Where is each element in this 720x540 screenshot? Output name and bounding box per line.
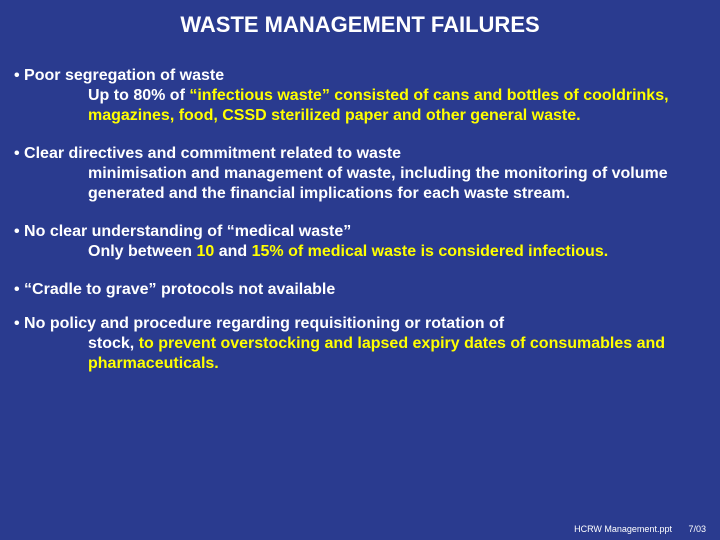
bullet-4-lead: • “Cradle to grave” protocols not availa… [14, 280, 706, 300]
bullet-3-sub-c: and [214, 243, 251, 260]
bullet-5-sub-b: to prevent overstocking and lapsed expir… [88, 335, 665, 372]
bullet-2: • Clear directives and commitment relate… [14, 144, 706, 204]
bullet-5-sub: stock, to prevent overstocking and lapse… [14, 334, 706, 374]
footer: HCRW Management.ppt 7/03 [574, 524, 706, 534]
bullet-4: • “Cradle to grave” protocols not availa… [14, 280, 706, 300]
bullet-3-sub-b: 10 [196, 243, 214, 260]
bullet-2-lead: • Clear directives and commitment relate… [14, 144, 706, 164]
bullet-1-sub: Up to 80% of “infectious waste” consiste… [14, 86, 706, 126]
bullet-1: • Poor segregation of waste Up to 80% of… [14, 66, 706, 126]
bullet-2-sub: minimisation and management of waste, in… [14, 164, 706, 204]
footer-date: 7/03 [688, 524, 706, 534]
bullet-5-sub-a: stock, [88, 335, 139, 352]
bullet-3: • No clear understanding of “medical was… [14, 222, 706, 262]
bullet-3-sub-d: 15% of medical waste is considered infec… [252, 243, 609, 260]
bullet-3-sub-a: Only between [88, 243, 196, 260]
bullet-list: • Poor segregation of waste Up to 80% of… [14, 66, 706, 374]
bullet-3-lead: • No clear understanding of “medical was… [14, 222, 706, 242]
footer-file: HCRW Management.ppt [574, 524, 672, 534]
bullet-5-lead: • No policy and procedure regarding requ… [14, 314, 706, 334]
slide: WASTE MANAGEMENT FAILURES • Poor segrega… [0, 0, 720, 540]
bullet-3-sub: Only between 10 and 15% of medical waste… [14, 242, 706, 262]
bullet-1-lead: • Poor segregation of waste [14, 66, 706, 86]
slide-title: WASTE MANAGEMENT FAILURES [14, 12, 706, 38]
bullet-5: • No policy and procedure regarding requ… [14, 314, 706, 374]
bullet-1-sub-a: Up to 80% of [88, 87, 189, 104]
